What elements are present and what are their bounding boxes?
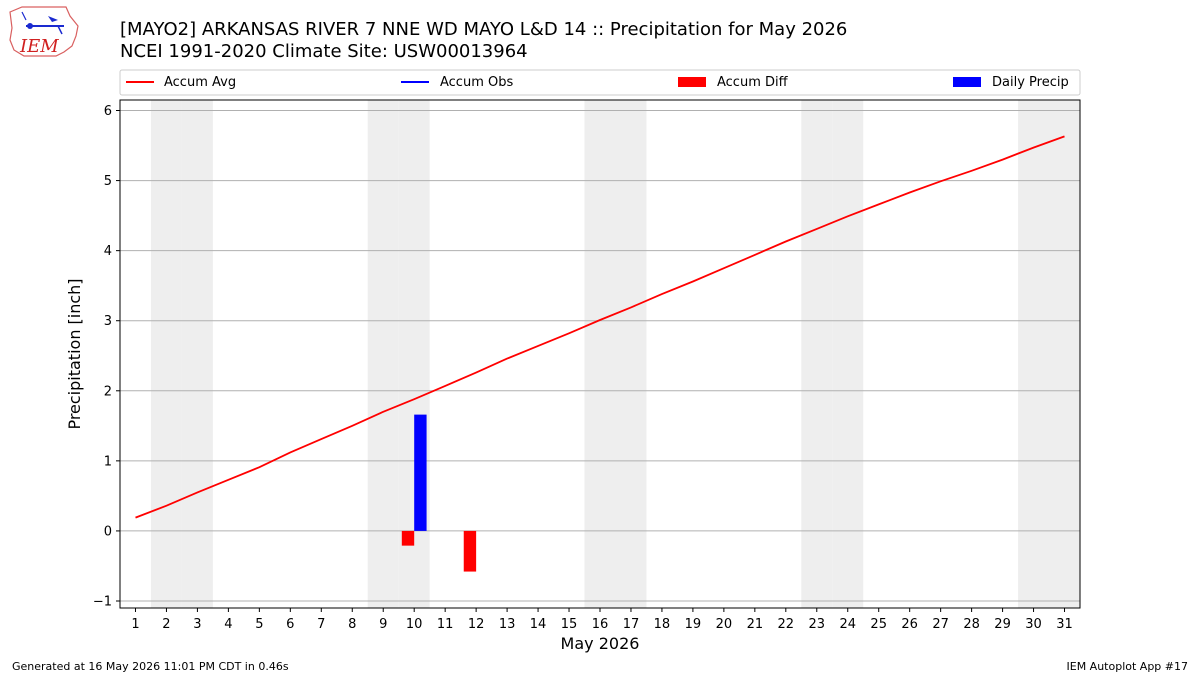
x-tick-label: 10 [406,617,423,632]
weekend-shade [1018,100,1050,608]
x-tick-label: 13 [499,617,516,632]
y-tick-label: 1 [104,454,112,469]
x-tick-label: 30 [1025,617,1042,632]
weather-station-icon [27,23,33,29]
x-tick-label: 25 [870,617,887,632]
x-tick-label: 9 [379,617,387,632]
chart-title: [MAYO2] ARKANSAS RIVER 7 NNE WD MAYO L&D… [120,19,847,40]
weekend-shade [367,100,399,608]
x-axis-label: May 2026 [561,634,640,653]
x-tick-label: 28 [963,617,980,632]
logo-text: IEM [19,36,59,57]
legend-label-accum-diff: Accum Diff [717,75,789,90]
x-tick-label: 19 [685,617,702,632]
x-tick-label: 14 [530,617,547,632]
x-tick-label: 11 [437,617,454,632]
weekend-shade [615,100,647,608]
y-tick-label: 0 [104,524,112,539]
x-tick-label: 26 [901,617,918,632]
y-tick-label: 2 [104,384,112,399]
x-tick-label: 3 [193,617,201,632]
y-tick-label: 3 [104,314,112,329]
weekend-shade [584,100,616,608]
weekend-shade [150,100,182,608]
y-tick-label: 6 [104,104,112,119]
x-tick-label: 4 [224,617,232,632]
x-tick-label: 12 [468,617,485,632]
legend-label-daily-precip: Daily Precip [992,75,1069,90]
y-axis-label: Precipitation [inch] [65,278,84,429]
x-tick-label: 31 [1056,617,1073,632]
x-tick-label: 8 [348,617,356,632]
daily-precip-bar [414,414,427,531]
iem-logo: IEM [9,6,79,57]
x-tick-label: 17 [623,617,640,632]
weekend-shade [1049,100,1080,608]
y-tick-label: 4 [104,244,112,259]
weekend-shade [181,100,213,608]
legend-item-daily-precip: Daily Precip [953,75,1069,90]
y-tick-label: −1 [93,594,112,609]
x-tick-label: 22 [778,617,795,632]
x-tick-label: 7 [317,617,325,632]
x-tick-label: 27 [932,617,949,632]
accum-diff-bar [401,530,415,546]
x-tick-label: 23 [809,617,826,632]
x-tick-label: 1 [131,617,139,632]
footer-app: IEM Autoplot App #17 [1067,660,1189,673]
chart-subtitle: NCEI 1991-2020 Climate Site: USW00013964 [120,41,528,62]
x-tick-label: 5 [255,617,263,632]
x-tick-label: 16 [592,617,609,632]
legend-item-accum-avg: Accum Avg [126,75,236,90]
x-tick-label: 24 [839,617,856,632]
plot-frame [119,99,1081,609]
accum-diff-bar [463,530,477,572]
x-tick-label: 29 [994,617,1011,632]
x-tick-label: 21 [747,617,764,632]
legend: Accum Avg Accum Obs Accum Diff Daily Pre… [119,69,1081,96]
legend-item-accum-obs: Accum Obs [401,75,513,90]
weekend-shade [832,100,864,608]
x-tick-label: 20 [716,617,733,632]
legend-item-accum-diff: Accum Diff [678,75,789,90]
legend-label-accum-obs: Accum Obs [440,75,513,90]
footer-generated: Generated at 16 May 2026 11:01 PM CDT in… [12,660,289,673]
weekend-shade [801,100,833,608]
y-tick-label: 5 [104,174,112,189]
x-tick-label: 15 [561,617,578,632]
x-tick-label: 6 [286,617,294,632]
x-tick-label: 2 [162,617,170,632]
x-tick-label: 18 [654,617,671,632]
accum-avg-line [135,135,1065,519]
legend-label-accum-avg: Accum Avg [164,75,236,90]
